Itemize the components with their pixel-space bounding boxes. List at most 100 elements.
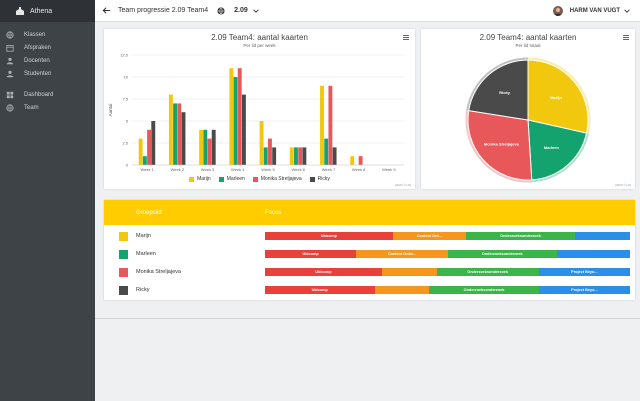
bar[interactable]: [207, 138, 212, 165]
focus-segment[interactable]: [557, 250, 630, 258]
version-select[interactable]: 2.09: [234, 7, 248, 14]
bar[interactable]: [203, 129, 208, 165]
globe-icon[interactable]: [217, 6, 225, 15]
bar[interactable]: [332, 147, 337, 165]
bar[interactable]: [259, 121, 264, 165]
focus-segment[interactable]: [381, 268, 437, 276]
table-row[interactable]: Marijn Ubicomp Content Ont... Onderzoeksond…: [104, 227, 635, 245]
table-row[interactable]: Ricky Ubicomp Onderzoeksonderzoek Project B…: [104, 281, 635, 299]
bar[interactable]: [358, 156, 363, 165]
focus-segment[interactable]: Onderzoeksonderzoek: [447, 250, 557, 258]
chevron-down-icon[interactable]: [624, 8, 630, 14]
pie-slice[interactable]: [527, 119, 588, 181]
legend-label: Marijn: [197, 176, 211, 182]
bar[interactable]: [237, 68, 242, 165]
pie-chart-card: 2.09 Team4: aantal kaarten Per lid totaa…: [421, 29, 635, 189]
y-tick-label: 12.5: [120, 53, 129, 58]
bar[interactable]: [298, 147, 303, 165]
focus-segment[interactable]: Project Beyo...: [538, 286, 630, 294]
bar[interactable]: [229, 68, 234, 165]
legend-item-ricky[interactable]: Ricky: [309, 176, 330, 182]
bar[interactable]: [199, 129, 204, 165]
focus-segment[interactable]: Onderzoeksonderzoek: [465, 232, 576, 240]
x-tick-label: Week 2: [171, 167, 185, 172]
hamburger-menu-icon[interactable]: [623, 35, 629, 40]
pie-slice[interactable]: [468, 59, 529, 121]
table-row[interactable]: Monika Streljajeva Ubicomp Onderzoeksonder…: [104, 263, 635, 281]
bar[interactable]: [328, 85, 333, 165]
bar[interactable]: [272, 147, 277, 165]
focus-segment[interactable]: Onderzoeksonderzoek: [429, 286, 539, 294]
user-name: HARM VAN VUGT: [569, 7, 620, 14]
bar[interactable]: [147, 129, 152, 165]
bar[interactable]: [320, 85, 324, 165]
brand[interactable]: Athena: [0, 0, 95, 22]
bar[interactable]: [151, 121, 156, 165]
bar-chart: 0 2.5 5 7.5 10 12.5 Aantal Week 1 Week 2 Week 3 We…: [108, 53, 404, 172]
chart-credits[interactable]: [2020 © HJ]: [395, 183, 411, 187]
chart-credits[interactable]: [2020 © HJ]: [615, 183, 631, 187]
bar[interactable]: [138, 138, 143, 165]
pie-chart-title: 2.09 Team4: aantal kaarten: [479, 33, 577, 42]
focus-segment[interactable]: Onderzoeksonderzoek: [436, 268, 539, 276]
member-name: Marleen: [136, 251, 156, 257]
bar[interactable]: [268, 138, 272, 165]
member-name: Marijn: [136, 233, 151, 239]
sidebar-item-team[interactable]: Team: [0, 101, 95, 114]
pie-slice-label: Marijn: [550, 95, 562, 100]
focus-segment[interactable]: Project Beyo...: [538, 268, 630, 276]
bar[interactable]: [324, 138, 329, 165]
focus-segment[interactable]: Content Ont...: [392, 232, 466, 240]
sidebar-item-docenten[interactable]: Docenten: [0, 54, 95, 67]
focus-segment[interactable]: Ubicomp: [265, 268, 382, 276]
focus-segment[interactable]: Content Ontw...: [356, 250, 448, 258]
bar[interactable]: [168, 94, 173, 165]
legend-item-monika[interactable]: Monika Streljajeva: [252, 176, 302, 182]
calendar-icon: [6, 44, 14, 52]
bar[interactable]: [241, 94, 246, 165]
bar[interactable]: [294, 147, 298, 165]
y-tick-label: 7.5: [122, 97, 128, 102]
focus-segment[interactable]: [374, 286, 430, 294]
sidebar-item-afspraken[interactable]: Afspraken: [0, 41, 95, 54]
chevron-down-icon[interactable]: [253, 8, 259, 14]
legend-item-marijn[interactable]: Marijn: [189, 176, 211, 182]
focus-segment[interactable]: Ubicomp: [265, 286, 375, 294]
y-tick-label: 2.5: [122, 141, 128, 146]
bar[interactable]: [181, 112, 186, 165]
hamburger-menu-icon[interactable]: [403, 35, 409, 40]
legend-swatch: [218, 176, 224, 182]
bar[interactable]: [289, 147, 294, 165]
arrow-left-icon[interactable]: [102, 6, 111, 15]
legend-item-marleen[interactable]: Marleen: [218, 176, 245, 182]
bar[interactable]: [142, 156, 147, 165]
pie-slice[interactable]: [527, 59, 589, 134]
user-menu[interactable]: HARM VAN VUGT: [552, 5, 630, 16]
focus-segment[interactable]: Ubicomp: [265, 250, 357, 258]
bar[interactable]: [173, 103, 178, 165]
pie-slice[interactable]: [467, 110, 533, 181]
focus-bar: Ubicomp Content Ont... Onderzoeksonderzoek: [265, 232, 630, 240]
sidebar-item-dashboard[interactable]: Dashboard: [0, 88, 95, 101]
bar[interactable]: [263, 147, 268, 165]
pie-slice-label: Ricky: [499, 90, 510, 95]
bar[interactable]: [177, 103, 182, 165]
avatar-image-icon: [553, 7, 562, 16]
sidebar-item-label: Klassen: [24, 31, 46, 38]
sidebar-item-klassen[interactable]: Klassen: [0, 28, 95, 41]
bar[interactable]: [233, 77, 238, 165]
bar[interactable]: [211, 129, 216, 165]
x-tick-label: Week 7: [322, 167, 336, 172]
legend-label: Monika Streljajeva: [260, 176, 302, 182]
avatar: [552, 5, 563, 16]
sidebar-item-studenten[interactable]: Studenten: [0, 67, 95, 80]
bar-chart-legend: Marijn Marleen Monika Streljajeva Ricky: [104, 176, 415, 182]
bar[interactable]: [350, 156, 355, 165]
column-header-focus: Focus: [265, 209, 282, 216]
topbar: Team progressie 2.09 Team4 2.09 HARM VAN…: [95, 0, 640, 22]
focus-segment[interactable]: [575, 232, 630, 240]
y-tick-label: 5: [126, 119, 129, 124]
bar[interactable]: [302, 147, 307, 165]
table-row[interactable]: Marleen Ubicomp Content Ontw... Onderzoekso…: [104, 245, 635, 263]
focus-segment[interactable]: Ubicomp: [265, 232, 393, 240]
